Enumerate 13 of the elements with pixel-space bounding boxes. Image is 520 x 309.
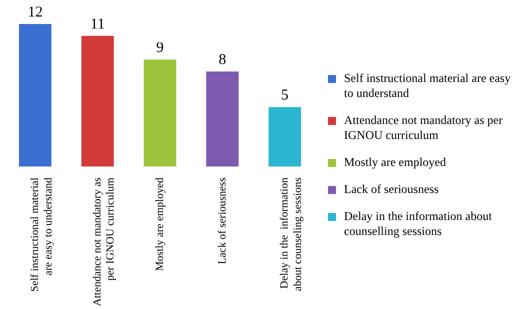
data-label: 8 [218, 52, 226, 68]
legend-label: Self instructional material are easy to understand [344, 70, 512, 100]
x-tick-label: Delay in the information about counseling sessions [278, 177, 304, 292]
legend-label: Delay in the information about counselling sessions [344, 208, 493, 238]
legend-label: Attendance not mandatory as per IGNOU curriculum [344, 112, 504, 142]
x-tick-label: Mostly are employed [154, 177, 166, 271]
data-label: 5 [281, 88, 289, 104]
data-label: 12 [28, 4, 43, 20]
x-tick-label: Lack of seriousness [216, 178, 228, 264]
x-tick-label: Self instructional material are easy to understand [29, 177, 54, 292]
legend-label: Mostly are employed [344, 154, 446, 170]
data-label: 11 [90, 16, 105, 32]
data-label: 9 [156, 40, 164, 56]
